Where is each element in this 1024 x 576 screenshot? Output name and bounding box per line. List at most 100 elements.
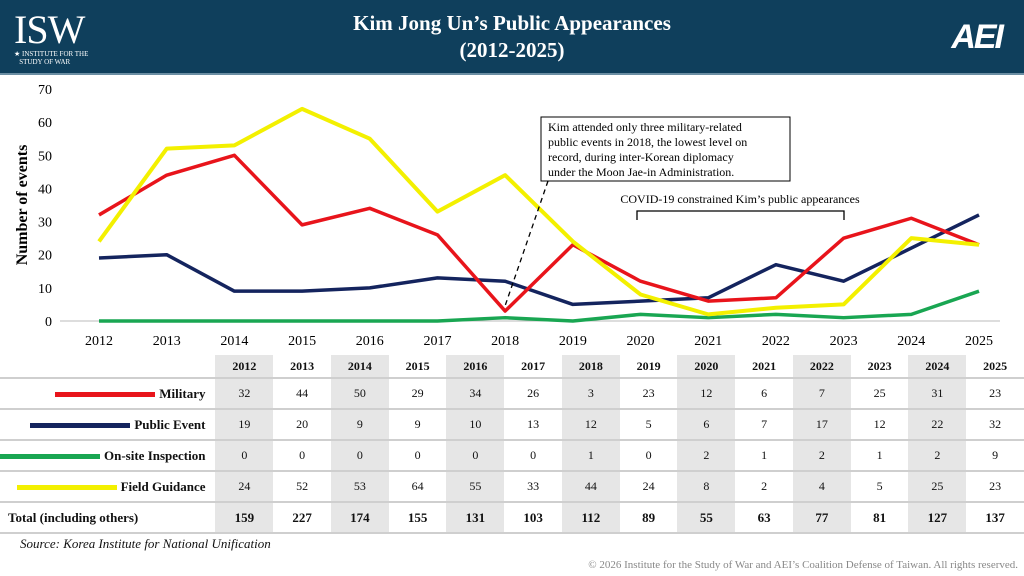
- table-cell: 9: [388, 409, 447, 441]
- header-year: 2018: [561, 355, 620, 379]
- table-cell: 17: [792, 409, 851, 441]
- legend-swatch: [30, 423, 131, 429]
- header-year: 2015: [388, 355, 447, 379]
- table-cell: 12: [677, 378, 736, 410]
- table-cell: 155: [388, 502, 447, 534]
- table-cell: 52: [273, 471, 331, 503]
- y-tick-label: 0: [45, 315, 52, 330]
- table-cell: 33: [504, 471, 562, 503]
- table-cell: 55: [677, 502, 736, 534]
- header-year: 2016: [446, 355, 505, 379]
- table-cell: 2: [735, 471, 793, 503]
- isw-logo: ISW ★ INSTITUTE FOR THE STUDY OF WAR: [14, 7, 89, 67]
- covid-annotation-text: COVID-19 constrained Kim’s public appear…: [620, 192, 860, 206]
- row-label: Field Guidance: [0, 471, 216, 503]
- copyright: © 2026 Institute for the Study of War an…: [588, 559, 1018, 571]
- header-year: 2020: [677, 355, 736, 379]
- header-year: 2024: [908, 355, 967, 379]
- aei-logo: AEI: [951, 18, 1004, 56]
- table-cell: 1: [735, 440, 793, 472]
- table-cell: 25: [850, 378, 909, 410]
- x-tick-label: 2018: [491, 334, 519, 349]
- y-tick-label: 10: [38, 282, 52, 297]
- table-cell: 10: [446, 409, 505, 441]
- table-header-row: 2012 2013 2014 2015 2016 2017 2018 2019 2020 2021…: [0, 355, 1024, 379]
- table-row-total: Total (including others) 159 227 174 155 131 1…: [0, 502, 1024, 534]
- table-cell: 31: [908, 378, 967, 410]
- header-year: 2023: [850, 355, 909, 379]
- table-cell: 20: [273, 409, 331, 441]
- table-cell: 12: [561, 409, 620, 441]
- table-cell: 159: [215, 502, 274, 534]
- line-chart: 0 10 20 30 40 50 60 70 2012 2013 2014 2015 2016 2017 2…: [14, 83, 1000, 349]
- table-cell: 7: [792, 378, 851, 410]
- table-cell: 0: [446, 440, 505, 472]
- x-tick-label: 2014: [220, 334, 248, 349]
- x-tick-label: 2016: [356, 334, 384, 349]
- table-cell: 81: [850, 502, 909, 534]
- table-cell: 227: [273, 502, 331, 534]
- table-cell: 131: [446, 502, 505, 534]
- source-note: Source: Korea Institute for National Uni…: [20, 536, 271, 551]
- legend-swatch: [0, 454, 100, 460]
- y-tick-label: 40: [38, 182, 52, 197]
- table-cell: 64: [388, 471, 447, 503]
- y-tick-label: 60: [38, 116, 52, 131]
- x-tick-label: 2020: [627, 334, 655, 349]
- table-cell: 26: [504, 378, 562, 410]
- table-cell: 53: [330, 471, 389, 503]
- header-year: 2022: [792, 355, 851, 379]
- table-cell: 24: [619, 471, 678, 503]
- table-cell: 112: [561, 502, 620, 534]
- table-cell: 1: [561, 440, 620, 472]
- chart-title: Kim Jong Un’s Public Appearances (2012-2…: [0, 10, 1024, 64]
- series-line-military: [98, 153, 980, 313]
- table-cell: 50: [330, 378, 389, 410]
- table-cell: 4: [792, 471, 851, 503]
- table-cell: 89: [619, 502, 678, 534]
- table-cell: 103: [504, 502, 562, 534]
- table-cell: 25: [908, 471, 967, 503]
- x-tick-label: 2015: [288, 334, 316, 349]
- row-label: Public Event: [0, 409, 216, 441]
- series-name: On-site Inspection: [104, 447, 206, 463]
- annotation-text: Kim attended only three military-related: [548, 120, 742, 134]
- table-cell: 0: [330, 440, 389, 472]
- table-cell: 55: [446, 471, 505, 503]
- data-table: 2012 2013 2014 2015 2016 2017 2018 2019 2020 2021…: [0, 355, 1024, 534]
- table-cell: 12: [850, 409, 909, 441]
- table-cell: 1: [850, 440, 909, 472]
- header-blank: [0, 355, 216, 379]
- table-cell: 34: [446, 378, 505, 410]
- annotation-text: under the Moon Jae-in Administration.: [548, 165, 734, 179]
- table-cell: 44: [561, 471, 620, 503]
- table-cell: 22: [908, 409, 967, 441]
- header-year: 2014: [330, 355, 389, 379]
- x-tick-label: 2025: [965, 334, 993, 349]
- header-year: 2013: [273, 355, 331, 379]
- table-cell: 2: [677, 440, 736, 472]
- table-row: On-site Inspection 0 0 0 0 0 0 1 0 2 1 2 1 2 9: [0, 440, 1024, 472]
- table-cell: 0: [215, 440, 274, 472]
- x-tick-label: 2023: [830, 334, 858, 349]
- row-label: Total (including others): [0, 502, 216, 534]
- series-name: Public Event: [134, 416, 206, 432]
- covid-bracket: [636, 210, 845, 220]
- table-cell: 2: [792, 440, 851, 472]
- table-cell: 6: [735, 378, 793, 410]
- table-cell: 5: [850, 471, 909, 503]
- legend-swatch: [16, 485, 117, 491]
- table-cell: 8: [677, 471, 736, 503]
- annotation-pointer: [504, 180, 549, 307]
- table-cell: 77: [792, 502, 851, 534]
- table-cell: 5: [619, 409, 678, 441]
- title-line-1: Kim Jong Un’s Public Appearances: [353, 11, 671, 35]
- table-cell: 63: [735, 502, 793, 534]
- table-cell: 32: [215, 378, 274, 410]
- header-year: 2017: [504, 355, 562, 379]
- table-cell: 6: [677, 409, 736, 441]
- series-name: Field Guidance: [120, 478, 206, 494]
- series-line-field-guidance: [97, 106, 980, 317]
- y-tick-label: 30: [38, 216, 52, 231]
- table-cell: 29: [388, 378, 447, 410]
